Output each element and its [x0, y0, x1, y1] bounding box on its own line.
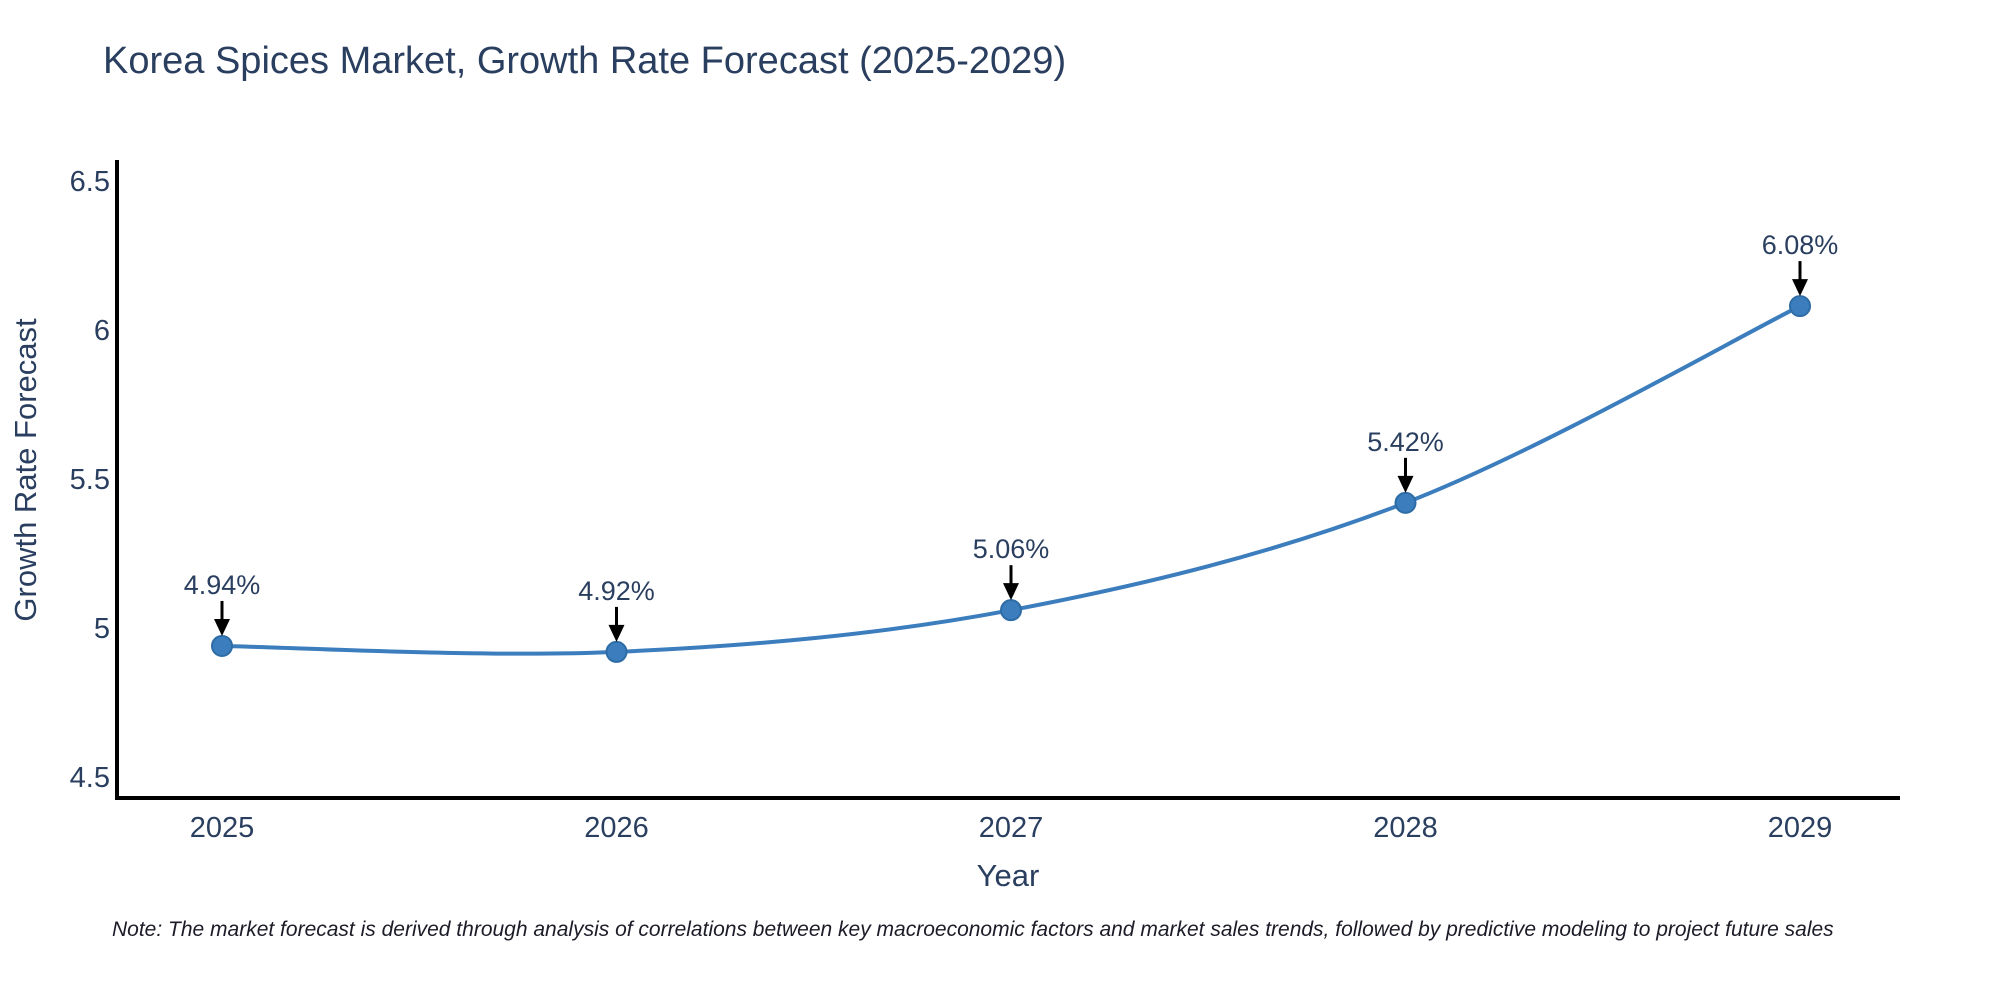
- y-tick-label: 6: [94, 315, 110, 347]
- x-axis-title: Year: [976, 858, 1040, 893]
- data-point-label: 5.42%: [1367, 427, 1444, 457]
- data-point-label: 5.06%: [973, 534, 1050, 564]
- data-point-marker-2026: [605, 640, 628, 663]
- data-point-label: 4.94%: [184, 570, 261, 600]
- x-tick-label: 2028: [1373, 812, 1438, 844]
- y-tick-label: 5.5: [70, 464, 110, 496]
- data-point-marker-2028: [1394, 491, 1417, 514]
- annotation-arrowhead-icon: [214, 618, 230, 636]
- data-point-marker-2029: [1789, 295, 1811, 318]
- y-tick-label: 5: [94, 613, 110, 645]
- annotation-arrowhead-icon: [1003, 583, 1019, 601]
- data-point-label: 6.08%: [1762, 230, 1839, 260]
- x-tick-label: 2025: [190, 812, 255, 844]
- x-tick-label: 2026: [584, 812, 649, 844]
- y-tick-label: 6.5: [70, 166, 110, 198]
- annotation-arrowhead-icon: [1397, 475, 1414, 493]
- x-tick-label: 2029: [1768, 812, 1833, 844]
- data-point-label: 4.92%: [578, 576, 655, 606]
- data-point-marker-2025: [211, 634, 233, 657]
- annotation-arrowhead-icon: [608, 624, 625, 642]
- data-point-marker-2027: [1000, 599, 1022, 622]
- chart-title: Korea Spices Market, Growth Rate Forecas…: [103, 40, 1067, 82]
- chart-note: Note: The market forecast is derived thr…: [112, 918, 1834, 941]
- annotation-arrowhead-icon: [1792, 279, 1808, 297]
- y-axis-title: Growth Rate Forecast: [8, 318, 43, 622]
- axis-lines: [115, 160, 1900, 800]
- x-tick-label: 2027: [979, 812, 1044, 844]
- y-tick-label: 4.5: [70, 762, 110, 794]
